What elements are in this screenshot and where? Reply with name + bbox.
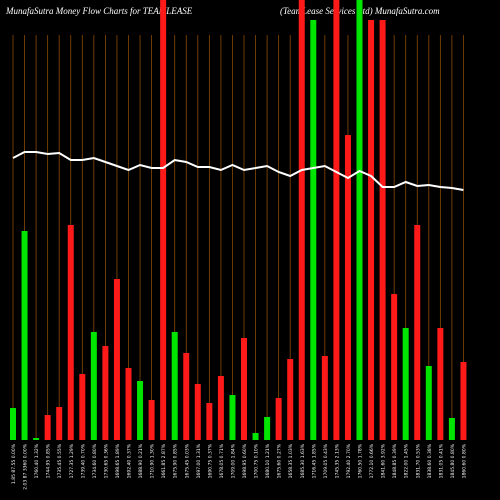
x-tick-label: 1678.05 0.71% [219,443,225,478]
x-tick-label: 1658.35 1.03% [288,443,294,478]
bar [275,398,282,440]
x-tick-label: 1688.90 0.21% [138,443,144,478]
x-tick-label: 1698.95 0.60% [242,443,248,478]
bar [368,20,375,440]
bar [217,376,224,440]
x-tick-label: 1692.40 0.37% [127,443,133,478]
x-tick-label: 1698.65 1.89% [115,443,121,478]
bar [102,346,109,440]
x-tick-label: 1760.50 1.78% [358,443,364,478]
bar [183,353,190,440]
x-tick-label: 1739.40 0.70% [80,443,86,478]
x-tick-label: 1822.00 1.45% [404,443,410,478]
bar [344,135,351,440]
x-tick-label: 1709.05 0.43% [323,443,329,478]
bar [402,328,409,440]
x-tick-label: 1710.90 1.30% [150,443,156,478]
bar [148,400,155,440]
bar [321,356,328,440]
x-tick-label: 1760.40 1.32% [34,443,40,478]
bar [414,225,421,440]
bar [137,381,144,440]
bar [113,279,120,440]
x-tick-label: 1709.00 1.84% [230,443,236,478]
bar [160,0,167,440]
bar [448,418,455,440]
x-tick-label: 1716.45 1.85% [311,443,317,478]
x-tick-label: 1700.75 0.10% [254,443,260,478]
x-tick-label: 1860.60 0.80% [461,443,467,478]
bar [391,294,398,440]
x-tick-label: 1675.60 0.27% [277,443,283,478]
bar [241,338,247,440]
bar [229,395,236,440]
bar [171,332,178,440]
x-tick-label: 1685.30 1.63% [300,443,306,478]
bar [90,332,97,440]
bar [206,403,213,440]
bar [333,0,340,440]
x-tick-label: 1735.45 0.55% [57,443,63,478]
x-tick-label: 1.85 87.55 0.00% [11,443,17,484]
x-tick-label: 1831.70 0.53% [415,443,421,478]
bar [56,407,63,440]
x-tick-label: 1744.95 0.85% [46,443,52,478]
x-tick-label: 1831.05 0.41% [438,443,444,478]
bar [379,20,386,440]
x-tick-label: 1792.40 2.70% [346,443,352,478]
x-tick-label: 1772.10 0.66% [369,443,375,478]
x-tick-label: 1730.65 0.36% [103,443,109,478]
bar [125,368,132,440]
bar [79,374,86,440]
x-tick-label: 2.03 87 3360 0.00% [23,443,29,490]
x-tick-label: 1848.85 0.39% [392,443,398,478]
x-tick-label: 1690.75 0.37% [207,443,213,478]
x-tick-label: 1675.90 0.85% [173,443,179,478]
bar [44,415,51,440]
x-tick-label: 1661.85 2.87% [161,443,167,478]
x-tick-label: 1727.35 1.29% [69,443,75,478]
money-flow-line [12,151,464,191]
bar [33,438,40,440]
bar [310,20,317,440]
bar [460,362,467,440]
x-tick-label: 1845.80 0.80% [450,443,456,478]
bar [67,225,74,440]
bar [10,408,16,440]
bar [252,433,259,440]
chart-title: MunafaSutra Money Flow Charts for TEAMLE… [5,6,193,16]
bar [194,384,201,440]
bar [287,359,294,440]
x-tick-label: 1838.60 0.38% [427,443,433,478]
x-tick-label: 1745.35 2.13% [334,443,340,478]
bar [21,231,28,440]
x-tick-label: 1680.10 1.21% [265,443,271,478]
x-tick-label: 1841.60 3.92% [381,443,387,478]
x-tick-label: 1734.60 0.80% [92,443,98,478]
bar [425,366,432,440]
bar [437,328,444,440]
bar [264,417,271,440]
x-tick-label: 1675.45 0.03% [184,443,190,478]
plot-area [10,0,467,440]
bar [298,0,305,440]
x-tick-label: 1697.00 1.31% [196,443,202,478]
bar [356,0,363,440]
